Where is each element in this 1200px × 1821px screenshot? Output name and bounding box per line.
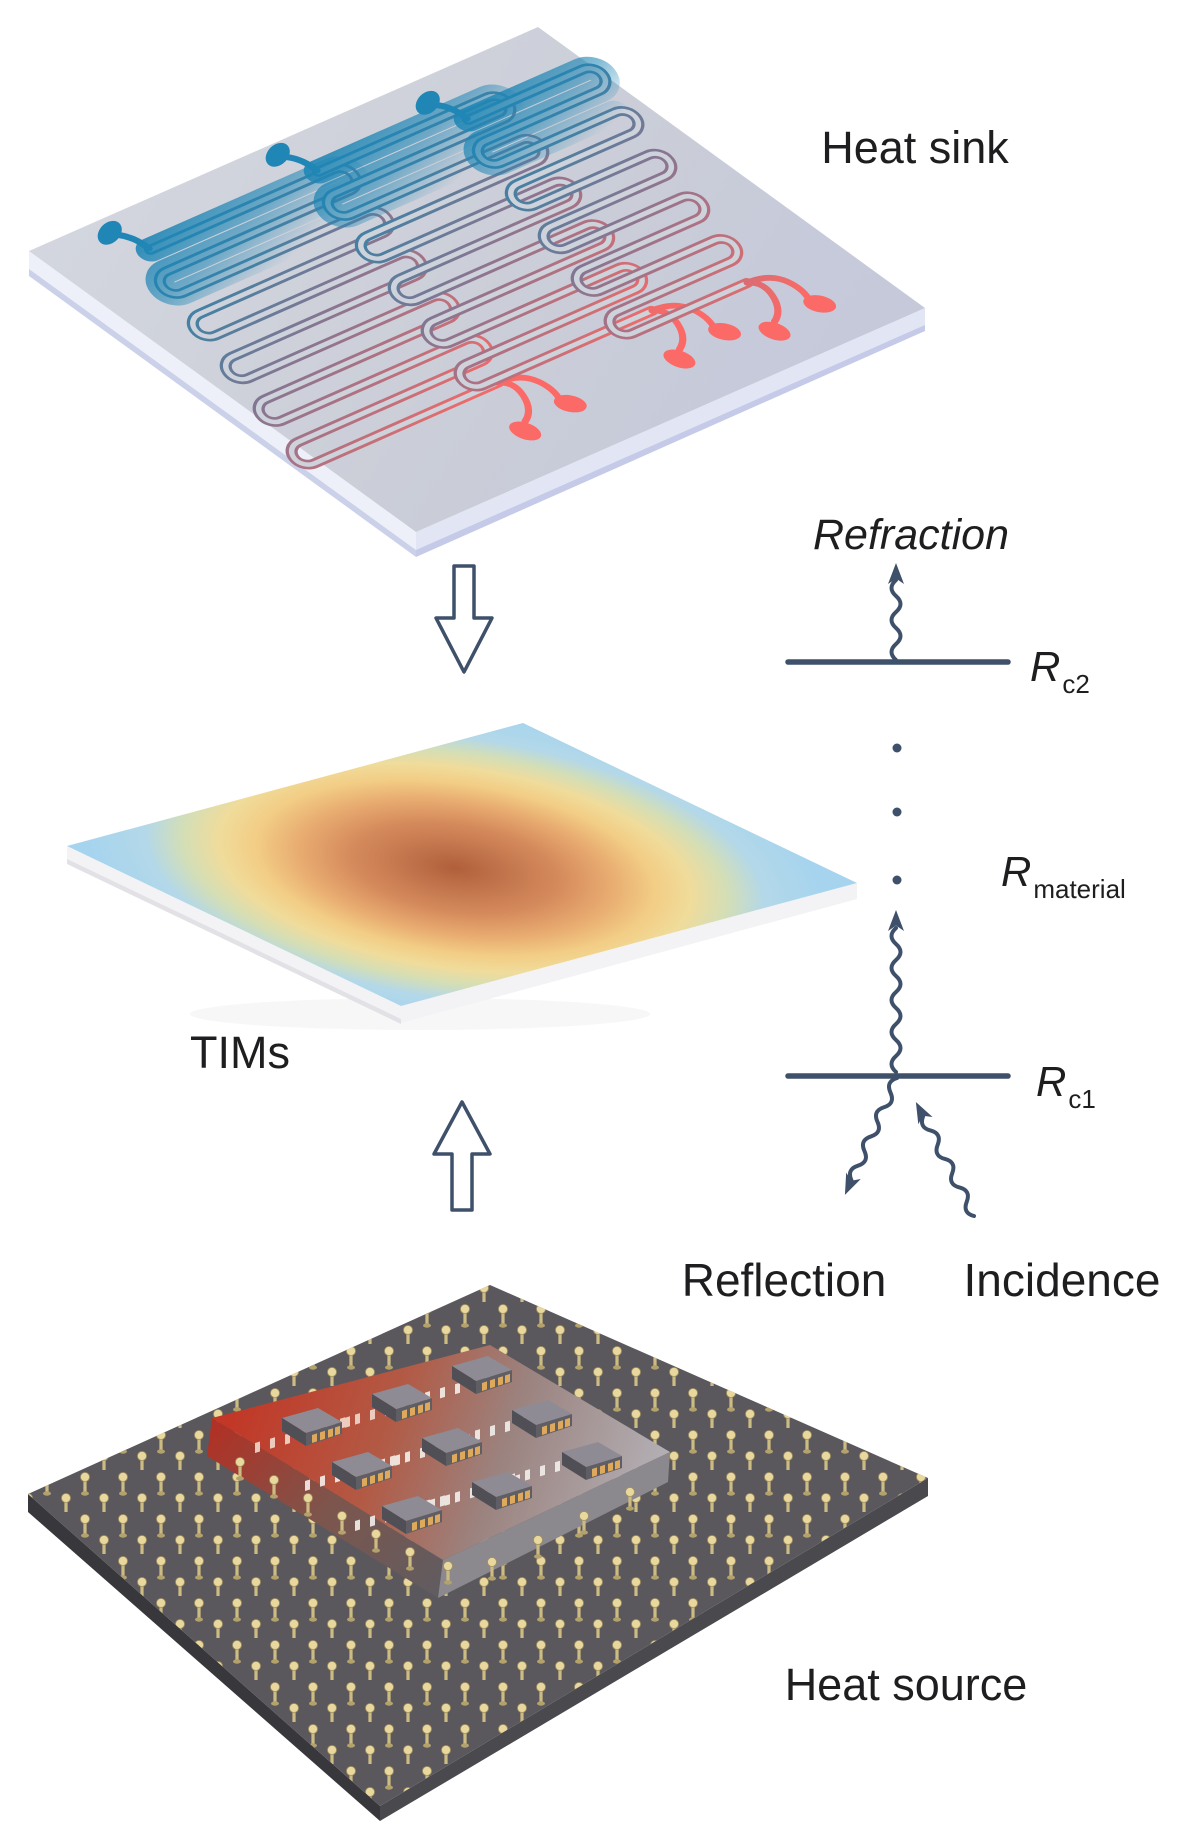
assembly-arrow-down-icon — [434, 564, 494, 674]
coolant-inlet-port-icon — [265, 142, 290, 167]
plate-bottom-strip — [29, 269, 416, 557]
heat-sink-label: Heat sink — [821, 122, 1009, 173]
microchannel-serpentine-3 — [415, 56, 837, 341]
die-front-left-face — [207, 1418, 443, 1598]
coolant-inlet-port-icon — [415, 90, 440, 115]
rc2-label: Rc2 — [1030, 643, 1090, 699]
refraction-wave-arrow-icon — [888, 563, 904, 662]
incidence-wave-arrow-icon — [915, 1101, 976, 1218]
assembly-arrow-up-icon — [432, 1100, 492, 1212]
phonon-resistance-diagram: Refraction Rc2 Rmaterial Rc1 — [682, 511, 1161, 1306]
incidence-label: Incidence — [964, 1254, 1161, 1306]
cpu-package — [28, 1285, 928, 1821]
reflection-label: Reflection — [682, 1254, 887, 1306]
reflection-wave-arrow-icon — [844, 1076, 899, 1195]
coolant-outlet-port-icon — [758, 321, 791, 341]
coolant-inlet-port-icon — [97, 220, 122, 245]
coolant-outlet-port-icon — [509, 421, 542, 441]
outlet-fork — [743, 274, 813, 325]
refraction-label: Refraction — [813, 511, 1009, 559]
material-wave-arrow-icon — [888, 910, 904, 1074]
tim-base — [67, 846, 857, 1023]
rc1-label: Rc1 — [1036, 1058, 1096, 1114]
tim-surface-heatmap — [67, 723, 857, 1006]
coolant-outlet-port-icon — [553, 394, 587, 413]
substrate-side-left — [28, 1494, 380, 1821]
heat-source-label: Heat source — [785, 1659, 1028, 1710]
substrate-side-right — [380, 1478, 928, 1821]
tim-base-edge — [67, 859, 401, 1024]
coolant-outlet-port-icon — [663, 349, 696, 369]
coolant-outlet-port-icon — [708, 322, 742, 341]
tim-layer — [67, 723, 857, 1024]
plate-bottom-strip2 — [416, 325, 925, 557]
heat-sink-plate — [29, 27, 925, 557]
tims-label: TIMs — [190, 1027, 290, 1078]
coolant-outlet-port-icon — [803, 295, 837, 313]
rmaterial-label: Rmaterial — [1001, 848, 1126, 904]
phonon-ellipsis-dots — [892, 743, 902, 885]
